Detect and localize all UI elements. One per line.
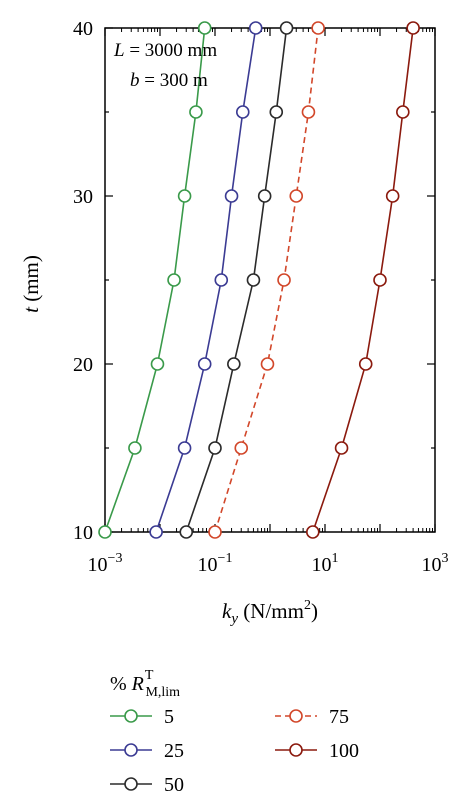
legend-items: 5 25 50 75 100 <box>110 706 359 796</box>
data-point <box>311 21 325 35</box>
data-point <box>177 189 192 203</box>
data-point <box>279 21 294 35</box>
data-point <box>301 105 316 119</box>
data-point <box>246 273 261 287</box>
series-5 <box>98 21 212 539</box>
y-tick-label: 30 <box>73 186 93 208</box>
data-point <box>98 525 112 539</box>
legend-swatch-marker <box>124 777 138 791</box>
data-point <box>224 189 239 203</box>
legend-label: 50 <box>164 774 184 796</box>
legend: % RT M,lim 5 25 50 75 100 <box>110 668 359 796</box>
data-point <box>260 357 275 371</box>
series-line <box>185 27 288 533</box>
data-point <box>385 189 400 203</box>
data-point <box>150 357 165 371</box>
series-50 <box>179 21 294 539</box>
data-point <box>358 357 373 371</box>
data-point <box>197 21 212 35</box>
legend-swatch-marker <box>124 709 138 723</box>
y-axis-ticks: 10 20 30 40 <box>73 18 435 544</box>
data-point <box>167 273 181 287</box>
series-line <box>214 27 319 533</box>
data-point <box>214 273 229 287</box>
data-point <box>234 441 249 455</box>
legend-swatch-marker <box>124 743 138 757</box>
y-axis-label: t (mm) <box>19 255 43 313</box>
annotation-width: b = 300 m <box>130 70 208 91</box>
data-point <box>248 21 263 35</box>
x-axis-ticks: 10−3 10−1 101 103 <box>88 28 449 576</box>
data-point <box>179 525 194 539</box>
data-point <box>177 441 192 455</box>
legend-item-75: 75 <box>275 706 349 728</box>
annotation: L = 3000 mm b = 300 m <box>113 40 217 91</box>
data-point <box>128 441 142 455</box>
legend-item-5: 5 <box>110 706 174 728</box>
data-point <box>149 525 163 539</box>
series-layer <box>98 21 420 539</box>
x-tick-label: 103 <box>422 551 449 576</box>
data-point <box>396 105 410 119</box>
x-axis-label: ky (N/mm2) <box>222 598 318 627</box>
data-point <box>334 441 349 455</box>
x-tick-label: 10−3 <box>88 551 123 576</box>
data-point <box>227 357 241 371</box>
x-tick-label: 101 <box>312 551 339 576</box>
legend-swatch-marker <box>289 709 303 723</box>
legend-label: 100 <box>329 740 359 762</box>
y-tick-label: 10 <box>73 522 93 544</box>
data-point <box>257 189 272 203</box>
annotation-length: L = 3000 mm <box>113 40 217 61</box>
x-tick-label: 10−1 <box>198 551 233 576</box>
data-point <box>269 105 284 119</box>
legend-title: % RT M,lim <box>110 668 180 700</box>
series-100 <box>305 21 420 539</box>
y-tick-label: 40 <box>73 18 93 40</box>
legend-item-100: 100 <box>275 740 359 762</box>
series-25 <box>149 21 263 539</box>
data-point <box>277 273 291 287</box>
data-point <box>208 525 222 539</box>
series-line <box>104 27 206 533</box>
data-point <box>197 357 212 371</box>
data-point <box>406 21 420 35</box>
data-point <box>208 441 222 455</box>
series-75 <box>208 21 325 539</box>
legend-swatch-marker <box>289 743 303 757</box>
legend-label: 25 <box>164 740 184 762</box>
data-point <box>235 105 250 119</box>
data-point <box>289 189 304 203</box>
data-point <box>189 105 203 119</box>
data-point <box>305 525 320 539</box>
legend-label: 75 <box>329 706 349 728</box>
legend-item-50: 50 <box>110 774 184 796</box>
series-line <box>312 27 414 533</box>
legend-item-25: 25 <box>110 740 184 762</box>
legend-label: 5 <box>164 706 174 728</box>
data-point <box>373 273 387 287</box>
y-tick-label: 20 <box>73 354 93 376</box>
